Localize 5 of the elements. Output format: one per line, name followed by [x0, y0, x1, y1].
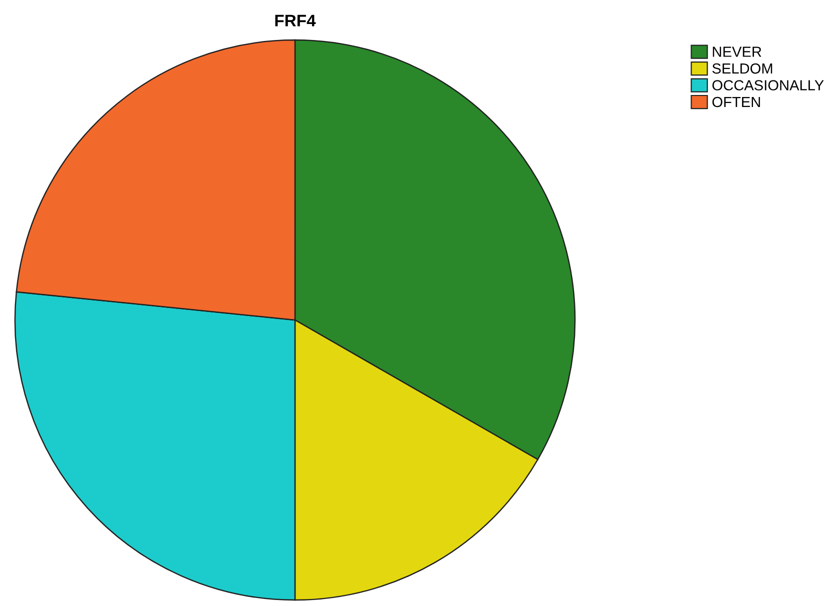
chart-title: FRF4 — [275, 14, 316, 26]
legend-label: OFTEN — [712, 96, 760, 108]
legend-label: SELDOM — [712, 63, 772, 74]
legend-label: NEVER — [712, 46, 762, 57]
legend-label: OCCASIONALLY — [712, 80, 824, 90]
